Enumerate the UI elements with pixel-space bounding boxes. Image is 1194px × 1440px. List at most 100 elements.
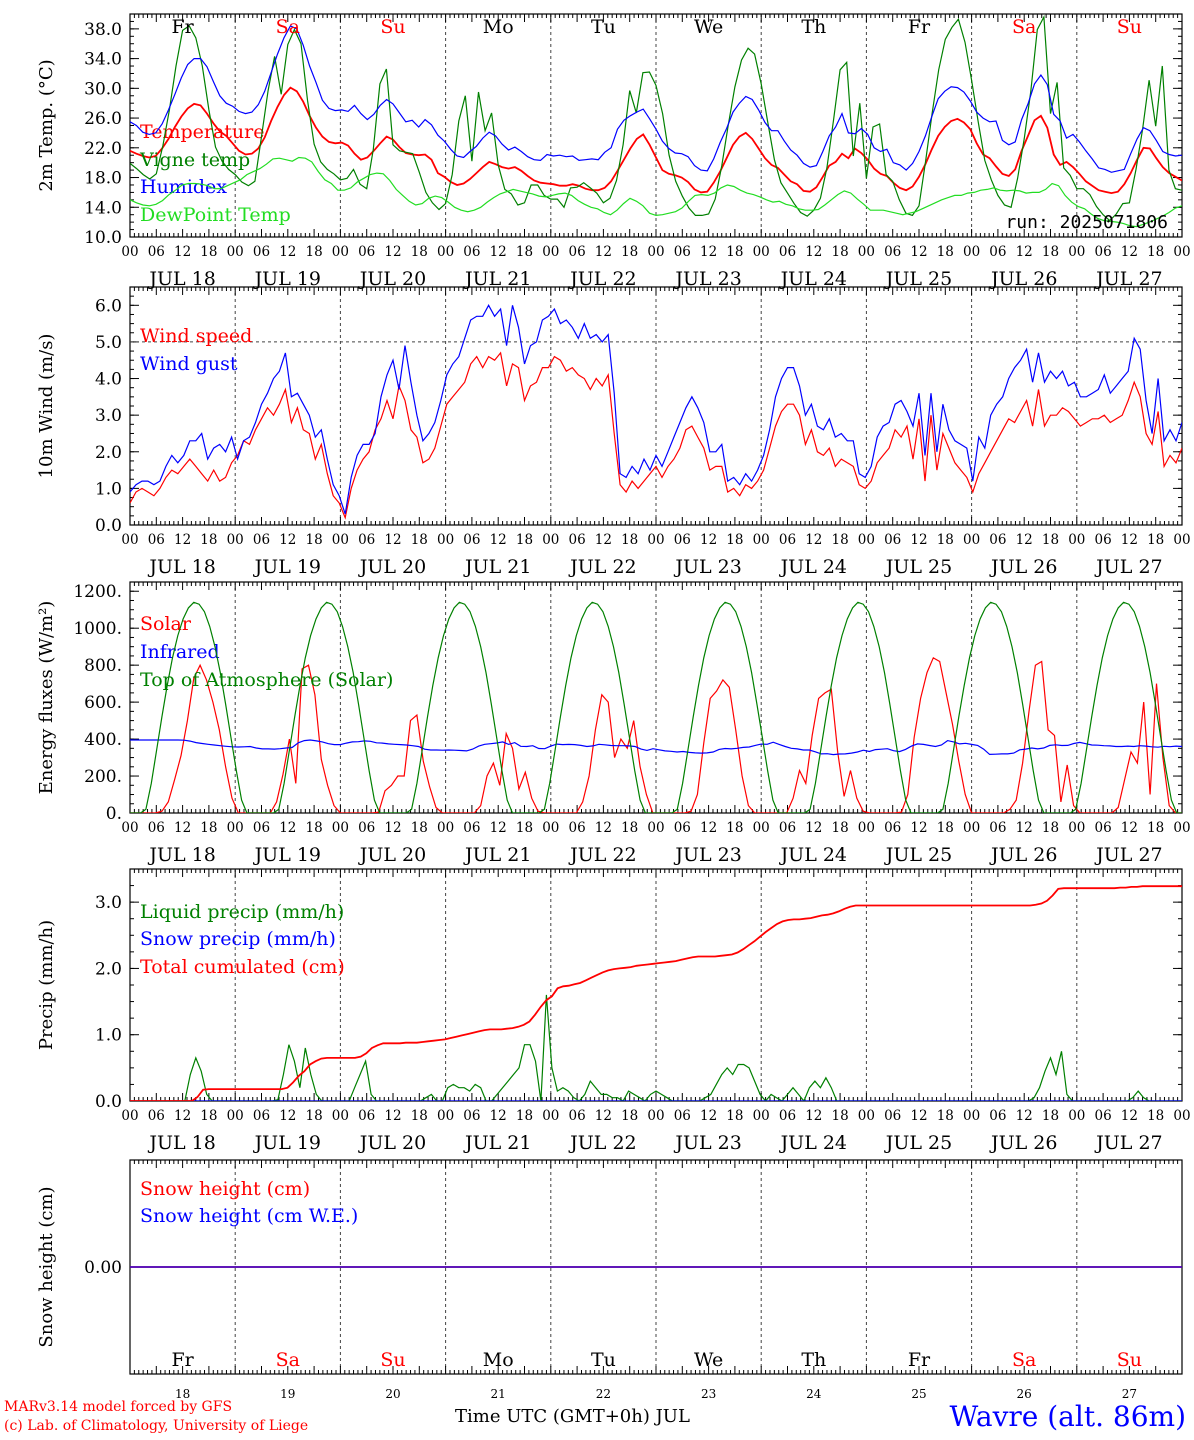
hour-label: 00 [1068,532,1085,548]
date-label: JUL 24 [779,844,847,866]
date-label: JUL 19 [253,556,321,578]
hour-label: 18 [306,532,323,548]
hour-label: 00 [753,532,770,548]
day-number: 20 [385,1387,400,1401]
hour-label: 00 [858,1108,875,1124]
credit-line-1: MARv3.14 model forced by GFS [4,1399,233,1415]
day-number: 24 [806,1387,822,1401]
hour-label: 18 [832,532,849,548]
date-label: JUL 22 [568,556,636,578]
hour-label: 00 [542,244,559,260]
hour-label: 12 [700,1108,717,1124]
day-name: Tu [591,1349,616,1371]
panel-1: 10.0 14.0 18.0 22.0 26.0 30.0 34.0 38.0 2m Temp.… [36,13,1191,290]
day-name: We [694,16,723,38]
hour-label: 00 [332,820,349,836]
hour-label: 18 [200,1108,217,1124]
hour-label: 12 [1016,532,1033,548]
series-line-top-of-atmosphere-solar- [130,601,1182,813]
date-label: JUL 20 [358,556,426,578]
panel-2: 0.0 1.0 2.0 3.0 4.0 5.0 6.0 10m Wind (m/s) Wind … [36,286,1191,578]
day-name: Mo [483,16,514,38]
day-name: Sa [1012,16,1036,38]
hour-label: 12 [595,244,612,260]
day-number: 25 [911,1387,926,1401]
hour-label: 00 [753,244,770,260]
hour-label: 06 [463,1108,480,1124]
hour-label: 12 [1016,1108,1033,1124]
hour-label: 06 [569,1108,586,1124]
credit-line-2: (c) Lab. of Climatology, University of L… [4,1418,309,1434]
hour-label: 06 [358,820,375,836]
hour-label: 06 [358,1108,375,1124]
hour-label: 18 [1042,532,1059,548]
hour-label: 12 [910,532,927,548]
hour-label: 12 [595,820,612,836]
series-line-infrared [130,739,1182,756]
legend-label: Snow precip (mm/h) [140,928,336,950]
y-tick-label: 26.0 [84,109,122,129]
hour-label: 00 [227,532,244,548]
date-label: JUL 20 [358,844,426,866]
date-label: JUL 18 [147,268,215,290]
hour-label: 06 [674,1108,691,1124]
day-name: Sa [1012,1349,1036,1371]
legend-label: Wind gust [140,353,238,375]
hour-label: 00 [542,1108,559,1124]
hour-label: 12 [490,1108,507,1124]
day-number: 21 [491,1387,506,1401]
hour-label: 18 [306,244,323,260]
date-label: JUL 19 [253,844,321,866]
y-tick-label: 0.0 [95,1092,122,1112]
date-label: JUL 18 [147,844,215,866]
date-label: JUL 19 [253,268,321,290]
panel-3: 0. 200. 400. 600. 800. 1000. 1200. Energy fluxe… [36,581,1191,866]
hour-label: 12 [805,1108,822,1124]
hour-label: 06 [463,820,480,836]
hour-label: 00 [332,1108,349,1124]
hour-label: 00 [963,244,980,260]
hour-label: 00 [1068,1108,1085,1124]
hour-label: 06 [779,820,796,836]
y-tick-label: 0.0 [95,516,122,536]
hour-label: 00 [753,1108,770,1124]
hour-label: 06 [884,244,901,260]
hour-label: 00 [437,1108,454,1124]
hour-label: 06 [674,532,691,548]
y-tick-label: 1.0 [95,479,122,499]
day-name: Su [1117,16,1142,38]
hour-label: 06 [253,820,270,836]
hour-label: 12 [805,820,822,836]
y-axis-title: Precip (mm/h) [36,920,57,1050]
y-axis-title: 2m Temp. (°C) [36,59,57,191]
hour-label: 18 [200,820,217,836]
y-tick-label: 400. [84,730,122,750]
date-label: JUL 21 [463,556,531,578]
date-label: JUL 27 [1094,1132,1162,1154]
hour-label: 00 [437,244,454,260]
day-name: Su [380,16,405,38]
date-label: JUL 25 [884,268,952,290]
date-label: JUL 18 [147,1132,215,1154]
station-label: Wavre (alt. 86m) [949,1400,1186,1433]
panel-4: 0.0 1.0 2.0 3.0 Precip (mm/h) Liquid precip (… [36,868,1191,1154]
hour-label: 18 [621,532,638,548]
hour-label: 00 [647,1108,664,1124]
series-line-wind-speed [130,351,1182,520]
date-label: JUL 21 [463,844,531,866]
hour-label: 18 [200,532,217,548]
hour-label: 12 [700,532,717,548]
hour-label: 06 [569,820,586,836]
legend-label: DewPoint Temp [140,204,291,226]
y-tick-label: 3.0 [95,406,122,426]
hour-label: 12 [805,244,822,260]
hour-label: 12 [700,244,717,260]
series-line-dewpoint-temp [130,156,1182,228]
y-tick-label: 34.0 [84,50,122,70]
date-label: JUL 26 [989,556,1057,578]
y-tick-label: 1200. [73,582,122,602]
hour-label: 00 [227,820,244,836]
hour-label: 00 [121,820,138,836]
hour-label: 06 [674,820,691,836]
